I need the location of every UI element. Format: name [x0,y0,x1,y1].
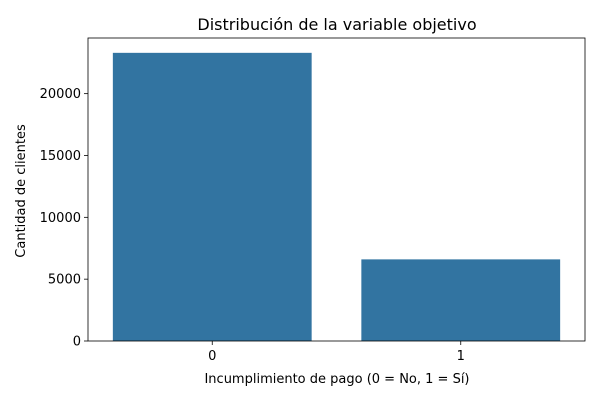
bar-0 [112,52,312,341]
y-tick-label: 10000 [40,211,81,226]
x-axis-label: Incumplimiento de pago (0 = No, 1 = Sí) [204,372,469,387]
y-tick-label: 20000 [40,87,81,102]
x-tick-label: 0 [208,349,216,364]
y-axis: 0 5000 10000 15000 20000 [40,87,88,350]
x-tick-label: 1 [457,349,465,364]
plot-frame [87,37,586,342]
plot-area [87,37,586,342]
bar-1 [361,259,561,341]
y-axis-label: Cantidad de clientes [14,124,29,258]
chart-title: Distribución de la variable objetivo [197,15,476,34]
y-tick-label: 0 [73,335,81,350]
y-tick-label: 5000 [48,273,81,288]
y-tick-label: 15000 [40,149,81,164]
